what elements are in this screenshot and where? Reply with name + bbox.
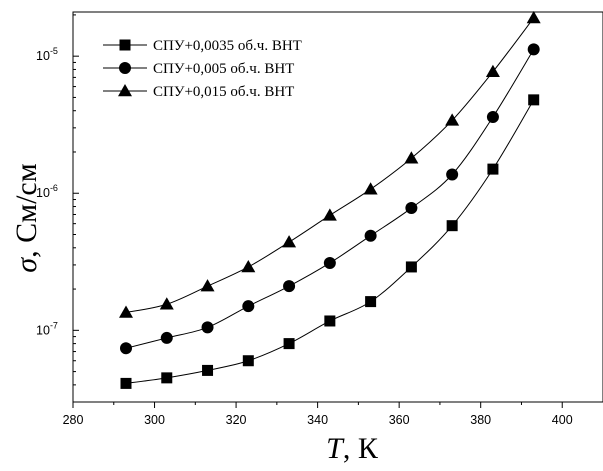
data-point-triangle <box>159 297 174 310</box>
data-point-square <box>161 372 173 384</box>
x-tick-label: 400 <box>552 413 573 427</box>
data-point-square <box>487 163 499 175</box>
data-point-triangle <box>363 182 378 195</box>
legend-label: СПУ+0,0035 об.ч. ВНТ <box>153 38 302 54</box>
data-point-square <box>283 338 295 350</box>
series-triangle <box>119 10 541 318</box>
x-tick-label: 380 <box>470 413 491 427</box>
data-point-circle <box>242 300 255 313</box>
data-point-circle <box>364 229 377 242</box>
data-point-triangle <box>404 151 419 164</box>
data-point-square <box>202 364 214 376</box>
data-point-square <box>446 220 458 232</box>
data-point-square <box>405 261 417 273</box>
data-point-square <box>528 94 540 106</box>
series-line-square <box>125 99 535 384</box>
x-tick-label: 280 <box>63 413 84 427</box>
series-square <box>120 94 540 389</box>
data-point-triangle <box>241 259 256 273</box>
data-point-triangle <box>119 305 133 318</box>
series-circle <box>120 43 540 355</box>
x-axis: 280 300 320 340 360 380 400 <box>63 402 573 427</box>
legend-marker-circle <box>119 62 131 74</box>
legend-label: СПУ+0,015 об.ч. ВНТ <box>153 84 294 100</box>
y-tick-label: 10-6 <box>36 183 58 200</box>
data-point-circle <box>323 256 336 269</box>
x-tick-label: 320 <box>226 413 247 427</box>
legend-item-square: СПУ+0,0035 об.ч. ВНТ <box>103 38 302 54</box>
data-point-circle <box>201 321 214 334</box>
y-axis: 10-7 10-6 10-5 <box>36 14 79 403</box>
data-point-triangle <box>322 208 337 221</box>
legend-label: СПУ+0,005 об.ч. ВНТ <box>153 61 294 77</box>
y-axis-title: σ, См/см <box>10 163 43 272</box>
x-tick-label: 360 <box>389 413 410 427</box>
legend-marker-triangle <box>118 84 132 97</box>
y-tick-label: 10-7 <box>36 320 58 337</box>
y-tick-label: 10-5 <box>36 46 58 63</box>
data-point-square <box>120 377 132 389</box>
x-tick-label: 300 <box>144 413 165 427</box>
y-axis-title-symbol: σ <box>10 257 43 273</box>
data-point-circle <box>283 280 296 293</box>
x-tick-label: 340 <box>307 413 328 427</box>
data-point-triangle <box>445 113 460 126</box>
series-layer <box>119 10 541 389</box>
legend: СПУ+0,0035 об.ч. ВНТ СПУ+0,005 об.ч. ВНТ С… <box>103 38 302 100</box>
data-point-circle <box>446 168 459 181</box>
data-point-circle <box>405 202 418 215</box>
x-axis-title-rest: , К <box>343 432 379 465</box>
data-point-triangle <box>282 235 297 248</box>
data-point-circle <box>486 110 499 123</box>
x-axis-title-symbol: T <box>326 432 345 465</box>
data-point-square <box>324 315 336 327</box>
y-axis-title-rest: , См/см <box>10 163 43 258</box>
legend-marker-square <box>119 39 131 51</box>
data-point-triangle <box>485 64 500 77</box>
data-point-square <box>365 296 377 308</box>
data-point-triangle <box>526 10 541 24</box>
data-point-triangle <box>200 279 215 292</box>
data-point-square <box>242 355 254 367</box>
data-point-circle <box>120 342 132 355</box>
legend-item-circle: СПУ+0,005 об.ч. ВНТ <box>103 61 294 77</box>
x-axis-title: T, К <box>326 432 379 465</box>
data-point-circle <box>160 331 173 344</box>
data-point-circle <box>527 43 540 56</box>
legend-item-triangle: СПУ+0,015 об.ч. ВНТ <box>103 84 294 100</box>
